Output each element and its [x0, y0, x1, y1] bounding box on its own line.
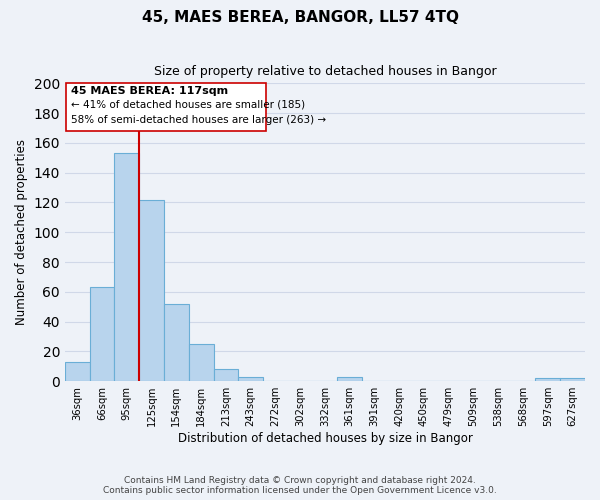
- Bar: [164, 304, 189, 381]
- Y-axis label: Number of detached properties: Number of detached properties: [15, 140, 28, 326]
- Bar: [337, 376, 362, 381]
- Bar: [189, 344, 214, 381]
- Text: Contains HM Land Registry data © Crown copyright and database right 2024.
Contai: Contains HM Land Registry data © Crown c…: [103, 476, 497, 495]
- Bar: [535, 378, 560, 381]
- Bar: [238, 376, 263, 381]
- Text: 45, MAES BEREA, BANGOR, LL57 4TQ: 45, MAES BEREA, BANGOR, LL57 4TQ: [142, 10, 458, 25]
- X-axis label: Distribution of detached houses by size in Bangor: Distribution of detached houses by size …: [178, 432, 472, 445]
- Bar: [65, 362, 89, 381]
- Bar: [560, 378, 585, 381]
- Bar: [115, 154, 139, 381]
- Title: Size of property relative to detached houses in Bangor: Size of property relative to detached ho…: [154, 65, 496, 78]
- Text: 45 MAES BEREA: 117sqm: 45 MAES BEREA: 117sqm: [71, 86, 228, 96]
- Text: ← 41% of detached houses are smaller (185): ← 41% of detached houses are smaller (18…: [71, 100, 305, 110]
- Bar: [139, 200, 164, 381]
- FancyBboxPatch shape: [66, 84, 266, 131]
- Bar: [214, 370, 238, 381]
- Bar: [89, 288, 115, 381]
- Text: 58% of semi-detached houses are larger (263) →: 58% of semi-detached houses are larger (…: [71, 114, 326, 124]
